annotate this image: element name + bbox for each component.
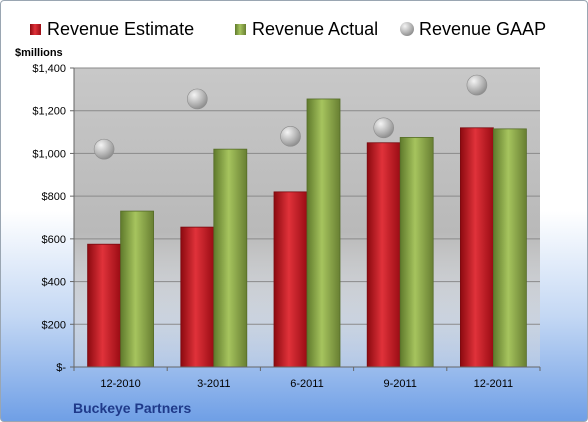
marker-revenue-gaap	[93, 138, 115, 160]
x-tick-label: 12-2011	[474, 378, 514, 390]
bar-revenue-estimate	[459, 127, 494, 368]
bar-revenue-estimate	[273, 191, 308, 368]
y-tick-label: $200	[42, 319, 66, 331]
legend-item-revenue-actual: Revenue Actual	[235, 19, 378, 39]
y-tick-label: $600	[42, 234, 66, 246]
bar-revenue-actual	[492, 128, 527, 368]
legend-swatch-revenue-gaap	[400, 22, 414, 36]
legend-item-revenue-estimate: Revenue Estimate	[30, 19, 194, 39]
marker-revenue-gaap	[466, 74, 488, 96]
legend-label-revenue-gaap: Revenue GAAP	[419, 19, 546, 39]
legend: Revenue Estimate Revenue Actual Revenue …	[30, 19, 546, 39]
footer-company-name: Buckeye Partners	[73, 400, 192, 416]
legend-label-revenue-actual: Revenue Actual	[252, 19, 378, 39]
y-tick-label: $1,200	[32, 106, 66, 118]
x-tick-label: 9-2011	[383, 378, 416, 390]
legend-item-revenue-gaap: Revenue GAAP	[400, 19, 546, 39]
y-tick-label: $-	[56, 362, 66, 374]
y-tick-label: $1,000	[32, 148, 66, 160]
bar-revenue-actual	[399, 137, 434, 368]
bar-revenue-actual	[120, 210, 154, 368]
y-tick-label: $800	[42, 191, 66, 203]
bar-revenue-estimate	[87, 243, 121, 368]
bar-revenue-estimate	[366, 142, 401, 368]
bar-revenue-actual	[306, 98, 341, 368]
marker-revenue-gaap	[280, 126, 301, 147]
legend-swatch-revenue-estimate	[30, 24, 41, 35]
y-tick-label: $1,400	[32, 63, 66, 75]
bar-revenue-actual	[213, 148, 248, 368]
marker-revenue-gaap	[187, 88, 208, 110]
x-tick-label: 3-2011	[197, 378, 230, 390]
bar-revenue-estimate	[180, 226, 215, 368]
y-axis-unit-label: $millions	[15, 47, 63, 59]
gaap-markers	[93, 74, 488, 160]
marker-revenue-gaap	[373, 117, 395, 139]
y-tick-label: $400	[42, 277, 66, 289]
legend-label-revenue-estimate: Revenue Estimate	[47, 19, 194, 39]
x-tick-label: 12-2010	[100, 378, 140, 390]
legend-swatch-revenue-actual	[235, 24, 246, 35]
x-tick-label: 6-2011	[290, 378, 323, 390]
axes: $- $200 $400 $600 $800 $1,000 $1,200 $1,400 12-2…	[32, 63, 541, 390]
